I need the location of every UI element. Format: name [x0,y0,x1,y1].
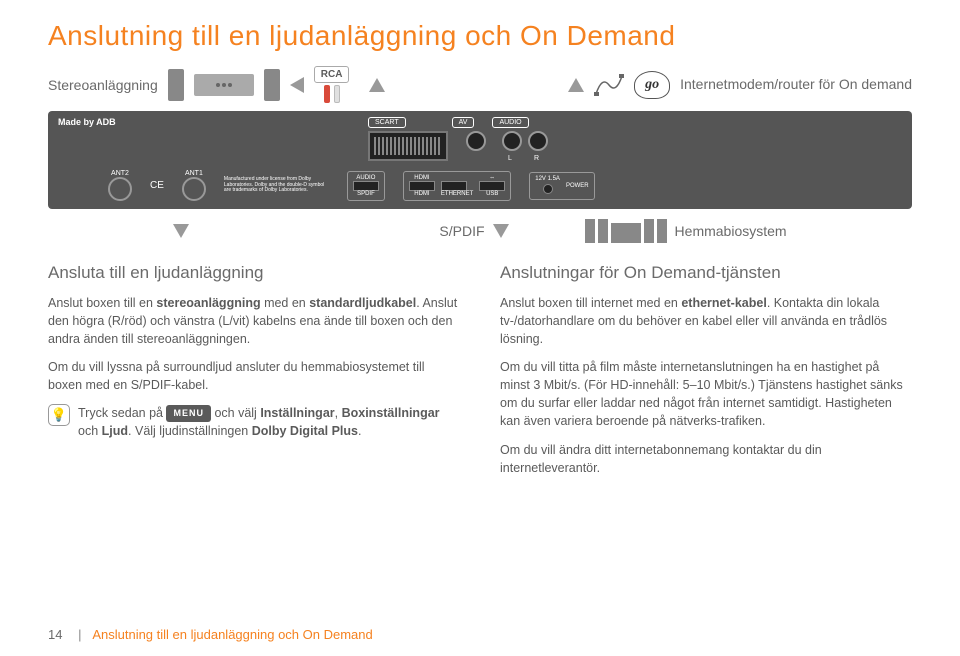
ethernet-label: ETHERNET [441,191,473,197]
ant1-port-icon [182,177,206,201]
go-badge-icon: go [634,71,670,99]
tip-text: Tryck sedan på MENU och välj Inställning… [78,404,460,440]
ce-mark: CE [150,180,164,191]
l-label: L [508,155,512,162]
arrow-up-icon [173,224,189,238]
page-footer: 14 | Anslutning till en ljudanläggning o… [48,627,373,642]
home-theatre-label: Hemmabiosystem [675,223,787,239]
volt-label: 12V 1.5A [535,176,560,182]
r-label: R [534,155,539,162]
right-heading: Anslutningar för On Demand-tjänsten [500,261,912,286]
tip-row: 💡 Tryck sedan på MENU och välj Inställni… [48,404,460,440]
arrow-up-icon [493,224,509,238]
speaker-icon [264,69,280,101]
mid-connection-row: S/PDIF Hemmabiosystem [48,219,912,243]
rca-plug-red [324,85,330,103]
spdif-label: S/PDIF [439,223,484,239]
av-label: AV [452,117,475,128]
arrow-down-icon [369,78,385,92]
left-column: Ansluta till en ljudanläggning Anslut bo… [48,261,460,487]
av-port-icon [466,131,486,151]
menu-button-icon: MENU [166,405,211,422]
audio-port-group: AUDIO SPDIF [347,171,385,201]
right-p1: Anslut boxen till internet med en ethern… [500,294,912,348]
hdmi-port-group: HDMI HDMI ETHERNET ⇔ USB [403,171,511,201]
right-p3: Om du vill ändra ditt internetabonnemang… [500,441,912,477]
right-p2: Om du vill titta på film måste interneta… [500,358,912,431]
ant2-port-icon [108,177,132,201]
home-theatre-icon [585,219,667,243]
device-back-panel: Made by ADB SCART AV AUDIO L R ANT2 CE A… [48,111,912,209]
page-title: Anslutning till en ljudanläggning och On… [48,20,912,52]
spdif-port-icon [353,181,379,191]
left-heading: Ansluta till en ljudanläggning [48,261,460,286]
spdif-label: SPDIF [353,191,379,197]
arrow-down-icon [568,78,584,92]
bottom-port-row: ANT2 CE ANT1 Manufactured under license … [108,170,902,201]
ant2-label: ANT2 [108,170,132,177]
power-port-icon [543,184,553,194]
router-label: Internetmodem/router för On demand [680,76,912,93]
stereo-unit-icon [194,74,254,96]
ethernet-port-icon [441,181,467,191]
hdmi-label: HDMI [409,191,435,197]
stereo-label: Stereoanläggning [48,77,158,93]
left-p2: Om du vill lyssna på surroundljud anslut… [48,358,460,394]
content-columns: Ansluta till en ljudanläggning Anslut bo… [48,261,912,487]
scart-label: SCART [368,117,406,128]
speaker-icon [168,69,184,101]
dolby-cert-text: Manufactured under license from Dolby La… [224,177,329,194]
footer-title: Anslutning till en ljudanläggning och On… [92,627,372,642]
scart-port-icon [368,131,448,161]
ant1-label: ANT1 [182,170,206,177]
right-column: Anslutningar för On Demand-tjänsten Ansl… [500,261,912,487]
audio-label: AUDIO [353,175,379,181]
rca-label: RCA [314,66,350,83]
usb-port-icon [479,181,505,191]
power-label: POWER [566,183,589,189]
lightbulb-icon: 💡 [48,404,70,426]
power-port-group: 12V 1.5A POWER [529,172,594,200]
hdmi-port-icon [409,181,435,191]
audio-r-port-icon [528,131,548,151]
cable-icon [594,74,624,96]
usb-label: USB [479,191,505,197]
top-port-labels: SCART AV AUDIO [368,117,529,128]
rca-plug-white [334,85,340,103]
rca-plugs-icon [324,85,340,103]
audio-top-label: AUDIO [492,117,528,128]
made-by-label: Made by ADB [58,117,116,127]
audio-l-port-icon [502,131,522,151]
arrow-left-icon [290,77,304,93]
page-number: 14 [48,627,62,642]
footer-sep: | [78,627,81,642]
left-p1: Anslut boxen till en stereoanläggning me… [48,294,460,348]
top-connection-row: Stereoanläggning RCA go Internetmodem/ro… [48,66,912,103]
